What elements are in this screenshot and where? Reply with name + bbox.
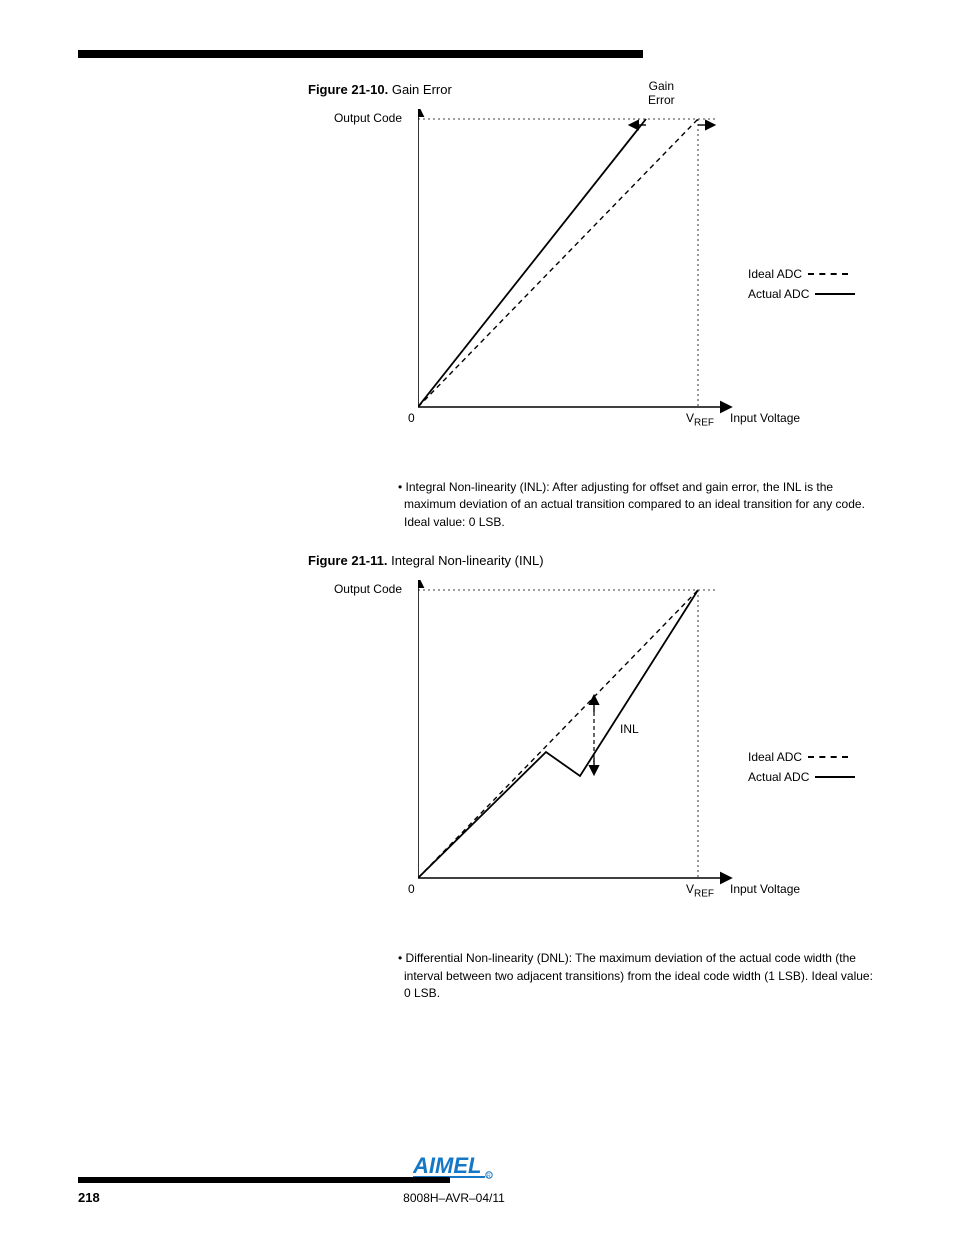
legend2-ideal-line-icon [808, 756, 848, 758]
inl-note: • Integral Non-linearity (INL): After ad… [398, 479, 874, 531]
figure2-vref-label: VREF [686, 882, 714, 899]
figure1-arrow-label: Gain Error [648, 79, 675, 107]
dnl-note: • Differential Non-linearity (DNL): The … [398, 950, 874, 1002]
legend2-ideal-label: Ideal ADC [748, 750, 802, 764]
legend2-row-ideal: Ideal ADC [748, 750, 855, 764]
figure1-title: Figure 21-10. Gain Error [308, 82, 876, 97]
figure1-origin: 0 [408, 411, 415, 425]
figure1-ylabel: Output Code [312, 111, 402, 125]
figure2-caption: Integral Non-linearity (INL) [391, 553, 543, 568]
figure1-xaxis-name: Input Voltage [730, 411, 800, 425]
figure1-vref-label: VREF [686, 411, 714, 428]
legend-row-actual: Actual ADC [748, 287, 855, 301]
gain-error-chart-svg [418, 109, 738, 421]
bottom-rule [78, 1177, 450, 1183]
svg-text:R: R [487, 1174, 491, 1180]
legend-actual-line-icon [815, 293, 855, 295]
figure2-ylabel: Output Code [312, 582, 402, 596]
figure2-number: Figure 21-11. [308, 553, 387, 568]
page: Figure 21-10. Gain Error Output Code [0, 0, 954, 1235]
figure2-chart-wrap: Output Code [78, 580, 876, 920]
dnl-term: Differential Non-linearity (DNL): [406, 951, 573, 965]
figure1-caption: Gain Error [392, 82, 452, 97]
legend2-actual-label: Actual ADC [748, 770, 809, 784]
figure2-origin: 0 [408, 882, 415, 896]
figure1-number: Figure 21-10. [308, 82, 388, 97]
page-number: 218 [78, 1190, 100, 1205]
figure1-chart-wrap: Output Code [78, 109, 876, 449]
legend2-row-actual: Actual ADC [748, 770, 855, 784]
figure2-title: Figure 21-11. Integral Non-linearity (IN… [308, 553, 876, 568]
figure2-arrow-label: INL [620, 722, 639, 736]
legend2-actual-line-icon [815, 776, 855, 778]
figure2-xaxis-name: Input Voltage [730, 882, 800, 896]
legend-row-ideal: Ideal ADC [748, 267, 855, 281]
figure2-chart [418, 580, 738, 892]
figure2-vref-v: V [686, 882, 694, 896]
legend-ideal-line-icon [808, 273, 848, 275]
legend-ideal-label: Ideal ADC [748, 267, 802, 281]
figure1-vref-v: V [686, 411, 694, 425]
inl-chart-svg [418, 580, 738, 892]
top-rule [78, 50, 643, 58]
figure2-legend: Ideal ADC Actual ADC [748, 750, 855, 790]
figure1-legend: Ideal ADC Actual ADC [748, 267, 855, 307]
legend-actual-label: Actual ADC [748, 287, 809, 301]
svg-text:AIMEL: AIMEL [413, 1153, 481, 1178]
inl-term: Integral Non-linearity (INL): [406, 480, 550, 494]
figure1-vref-sub: REF [694, 417, 714, 428]
doc-id: 8008H–AVR–04/11 [403, 1191, 505, 1205]
figure1-chart [418, 109, 738, 421]
figure2-vref-sub: REF [694, 889, 714, 900]
